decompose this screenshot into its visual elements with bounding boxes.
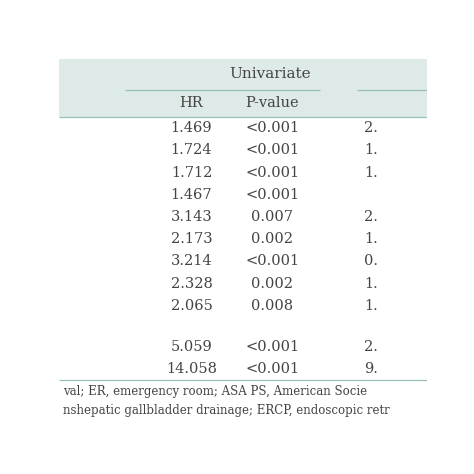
Bar: [59, 59, 427, 90]
Text: <0.001: <0.001: [245, 188, 300, 202]
Text: 1.724: 1.724: [171, 144, 212, 157]
Text: <0.001: <0.001: [245, 121, 300, 135]
Text: 1.: 1.: [364, 165, 378, 180]
Text: Univariate: Univariate: [230, 67, 311, 81]
Text: <0.001: <0.001: [245, 362, 300, 376]
Text: nshepatic gallbladder drainage; ERCP, endoscopic retr: nshepatic gallbladder drainage; ERCP, en…: [63, 404, 390, 417]
Text: 0.007: 0.007: [251, 210, 293, 224]
Text: P-value: P-value: [246, 96, 299, 110]
Text: 2.: 2.: [364, 339, 378, 354]
Bar: [59, 90, 427, 117]
Text: 0.002: 0.002: [251, 232, 293, 246]
Text: <0.001: <0.001: [245, 255, 300, 268]
Text: 0.: 0.: [364, 255, 378, 268]
Text: <0.001: <0.001: [245, 339, 300, 354]
Text: 1.712: 1.712: [171, 165, 212, 180]
Text: 2.328: 2.328: [171, 277, 212, 291]
Text: 5.059: 5.059: [171, 339, 212, 354]
Text: 1.: 1.: [364, 232, 378, 246]
Text: 1.: 1.: [364, 144, 378, 157]
Text: 9.: 9.: [364, 362, 378, 376]
Text: 1.: 1.: [364, 299, 378, 313]
Text: <0.001: <0.001: [245, 144, 300, 157]
Text: 2.173: 2.173: [171, 232, 212, 246]
Text: 1.467: 1.467: [171, 188, 212, 202]
Text: 2.: 2.: [364, 210, 378, 224]
Text: 0.008: 0.008: [251, 299, 293, 313]
Text: HR: HR: [180, 96, 203, 110]
Text: 2.: 2.: [364, 121, 378, 135]
Text: 1.469: 1.469: [171, 121, 212, 135]
Text: val; ER, emergency room; ASA PS, American Socie: val; ER, emergency room; ASA PS, America…: [63, 385, 367, 398]
Text: 3.143: 3.143: [171, 210, 212, 224]
Text: <0.001: <0.001: [245, 165, 300, 180]
Text: 0.002: 0.002: [251, 277, 293, 291]
Text: 14.058: 14.058: [166, 362, 217, 376]
Text: 2.065: 2.065: [171, 299, 212, 313]
Text: 3.214: 3.214: [171, 255, 212, 268]
Text: 1.: 1.: [364, 277, 378, 291]
